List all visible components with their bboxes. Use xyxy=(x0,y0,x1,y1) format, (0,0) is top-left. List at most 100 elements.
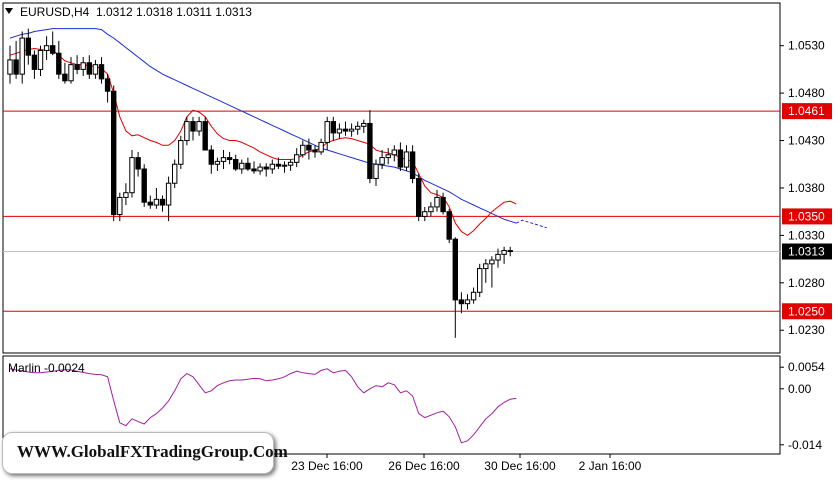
candle-body xyxy=(214,160,221,165)
candle-body xyxy=(422,211,428,217)
y-tick-label: 1.0330 xyxy=(788,228,825,242)
symbol-label: EURUSD,H4 xyxy=(20,5,90,19)
candle-body xyxy=(306,144,312,151)
candle-body xyxy=(434,196,440,208)
main-panel xyxy=(2,2,781,354)
watermark-box: WWW.GlobalFXTradingGroup.Com xyxy=(2,432,288,474)
candle-body xyxy=(367,122,373,179)
candle-body xyxy=(355,125,361,130)
candle-body xyxy=(56,52,62,75)
candle-body xyxy=(178,140,184,165)
candle-body xyxy=(324,121,330,143)
candle-body xyxy=(190,121,196,132)
candle-body xyxy=(159,198,166,206)
level-price-box xyxy=(782,208,832,225)
candle-body xyxy=(147,201,154,206)
candle-body xyxy=(184,121,190,142)
candle-body xyxy=(428,206,434,213)
current-price-label: 1.0313 xyxy=(788,245,825,259)
candle-body xyxy=(202,121,208,151)
candle-body xyxy=(226,157,233,161)
oscillator-label: Marlin -0.0024 xyxy=(8,361,85,375)
candle-body xyxy=(263,166,269,170)
candle-body xyxy=(19,37,25,75)
candle-body xyxy=(409,151,416,179)
candle-body xyxy=(287,161,294,166)
candle-body xyxy=(501,250,507,255)
y-tick-label: 1.0230 xyxy=(788,323,825,337)
candle-body xyxy=(86,62,92,75)
candle-body xyxy=(37,49,44,70)
candle-body xyxy=(446,211,452,240)
candle-body xyxy=(464,299,471,305)
ma-blue-projection xyxy=(516,219,547,229)
candle-body xyxy=(117,196,123,216)
candle-body xyxy=(104,78,111,92)
candle-body xyxy=(379,157,385,165)
x-tick-label: 26 Dec 16:00 xyxy=(388,459,460,473)
candle-body xyxy=(385,154,391,159)
candle-body xyxy=(495,253,501,261)
candle-body xyxy=(165,182,172,206)
candle-body xyxy=(43,45,50,51)
osc-y-tick-label: 0.00 xyxy=(788,382,812,396)
candle-body xyxy=(257,166,263,172)
candle-body xyxy=(129,157,135,194)
menu-triangle-icon xyxy=(5,8,13,14)
y-tick-label: 1.0480 xyxy=(788,86,825,100)
candle-body xyxy=(416,177,422,217)
candle-body xyxy=(470,291,477,301)
candle-body xyxy=(275,163,282,167)
candle-body xyxy=(92,64,99,75)
candle-body xyxy=(281,164,288,167)
candle-body xyxy=(123,192,129,198)
marlin-line xyxy=(9,368,517,444)
candle-body xyxy=(74,64,80,70)
candle-body xyxy=(489,259,495,265)
candle-body xyxy=(25,37,32,56)
candle-body xyxy=(135,157,141,170)
candle-body xyxy=(440,196,446,213)
candle-body xyxy=(111,90,117,216)
candle-body xyxy=(233,159,239,170)
candle-body xyxy=(477,268,483,293)
candle-body xyxy=(141,168,147,203)
level-price-label: 1.0461 xyxy=(788,104,825,118)
candle-body xyxy=(312,149,318,153)
candle-body xyxy=(245,162,251,170)
candle-body xyxy=(208,149,215,165)
candle-body xyxy=(62,73,68,82)
level-price-box xyxy=(782,303,832,320)
candle-body xyxy=(172,163,178,184)
candle-body xyxy=(452,238,459,301)
candle-body xyxy=(336,128,343,134)
current-price-box xyxy=(782,243,832,260)
candle-body xyxy=(239,162,245,170)
candle-body xyxy=(397,149,404,168)
level-price-label: 1.0350 xyxy=(788,209,825,223)
candle-body xyxy=(220,157,227,162)
candle-body xyxy=(153,198,160,206)
ohlc-label: 1.0312 1.0318 1.0311 1.0313 xyxy=(96,5,252,19)
candle-body xyxy=(251,168,257,172)
level-price-box xyxy=(782,103,832,120)
candle-body xyxy=(50,45,56,54)
candle-body xyxy=(80,62,86,70)
y-tick-label: 1.0280 xyxy=(788,276,825,290)
candle-body xyxy=(458,299,465,305)
x-tick-label: 23 Dec 16:00 xyxy=(291,459,363,473)
osc-y-tick-label: 0.0054 xyxy=(788,360,825,374)
candle-body xyxy=(13,59,19,75)
y-tick-label: 1.0380 xyxy=(788,181,825,195)
candle-body xyxy=(68,64,74,82)
candle-body xyxy=(330,121,337,134)
candle-body xyxy=(294,154,300,163)
candle-body xyxy=(373,163,379,179)
x-tick-label: 2 Jan 16:00 xyxy=(579,459,642,473)
candle-body xyxy=(318,141,324,153)
osc-y-tick-label: -0.014 xyxy=(788,438,822,452)
candle-body xyxy=(31,54,38,70)
y-tick-label: 1.0530 xyxy=(788,39,825,53)
